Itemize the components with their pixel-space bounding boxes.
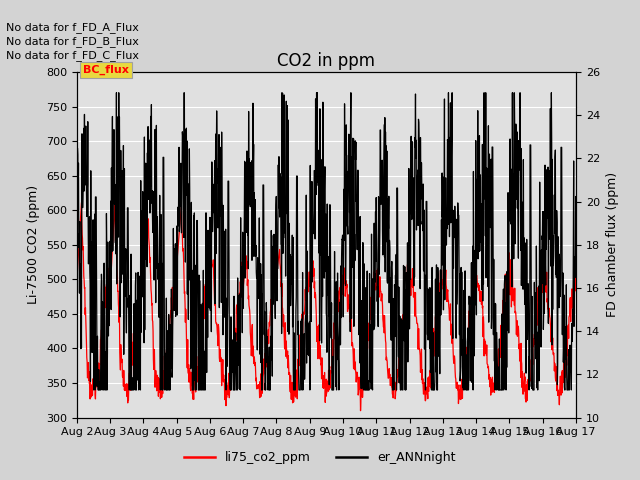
Text: No data for f_FD_A_Flux: No data for f_FD_A_Flux — [6, 22, 140, 33]
Text: No data for f_FD_B_Flux: No data for f_FD_B_Flux — [6, 36, 140, 47]
Title: CO2 in ppm: CO2 in ppm — [277, 52, 376, 71]
Y-axis label: FD chamber flux (ppm): FD chamber flux (ppm) — [605, 172, 618, 317]
Y-axis label: Li-7500 CO2 (ppm): Li-7500 CO2 (ppm) — [28, 185, 40, 304]
Legend: li75_co2_ppm, er_ANNnight: li75_co2_ppm, er_ANNnight — [179, 446, 461, 469]
Text: BC_flux: BC_flux — [83, 65, 129, 75]
Text: No data for f_FD_C_Flux: No data for f_FD_C_Flux — [6, 50, 140, 61]
